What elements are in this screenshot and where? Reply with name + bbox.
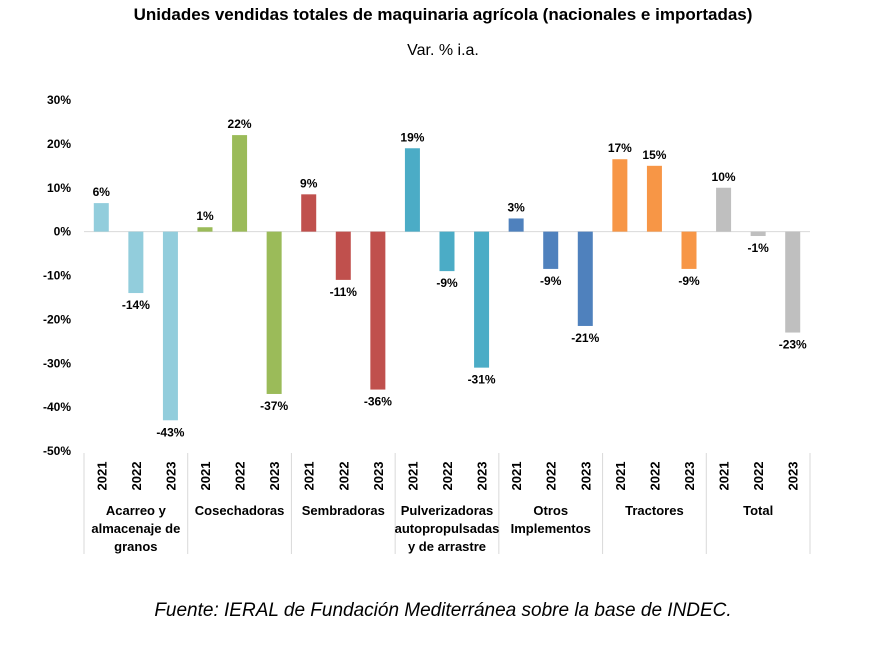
- year-tick-label: 2023: [267, 462, 282, 491]
- y-tick-label: 10%: [47, 181, 71, 195]
- category-label: Acarreo y: [106, 503, 167, 518]
- data-label: -1%: [747, 241, 769, 255]
- data-label: -9%: [540, 274, 562, 288]
- year-tick-label: 2022: [751, 462, 766, 491]
- data-label: 1%: [196, 209, 214, 223]
- bar: [162, 231, 178, 421]
- source-note: Fuente: IERAL de Fundación Mediterránea …: [154, 600, 732, 621]
- bar: [128, 231, 144, 294]
- bar: [577, 231, 593, 326]
- category-label: autopropulsadas: [395, 521, 500, 536]
- chart-subtitle: Var. % i.a.: [407, 42, 479, 59]
- bar: [681, 231, 697, 269]
- bar: [197, 227, 213, 232]
- y-tick-label: -50%: [43, 444, 71, 458]
- year-tick-label: 2023: [682, 462, 697, 491]
- y-tick-label: -40%: [43, 400, 71, 414]
- data-label: -23%: [779, 338, 807, 352]
- data-label: 10%: [712, 170, 736, 184]
- data-label: 22%: [228, 117, 252, 131]
- bar: [232, 135, 248, 232]
- data-label: 6%: [93, 185, 111, 199]
- bar: [301, 194, 317, 232]
- year-tick-label: 2021: [198, 462, 213, 491]
- bar: [93, 203, 109, 232]
- year-tick-label: 2022: [440, 462, 455, 491]
- data-label: 17%: [608, 141, 632, 155]
- data-label: 9%: [300, 176, 318, 190]
- year-tick-label: 2022: [647, 462, 662, 491]
- category-label: Implementos: [511, 521, 591, 536]
- data-label: -14%: [122, 298, 150, 312]
- bar: [716, 187, 732, 232]
- category-label: Tractores: [625, 503, 684, 518]
- y-tick-label: 0%: [54, 225, 72, 239]
- bar: [335, 231, 351, 280]
- year-tick-label: 2022: [233, 462, 248, 491]
- year-tick-label: 2021: [302, 462, 317, 491]
- year-tick-label: 2021: [509, 462, 524, 491]
- year-tick-label: 2023: [475, 462, 490, 491]
- year-tick-label: 2021: [717, 462, 732, 491]
- category-label: almacenaje de: [91, 521, 180, 536]
- category-label: Pulverizadoras: [401, 503, 494, 518]
- bar: [612, 159, 628, 232]
- bar: [543, 231, 559, 269]
- year-tick-label: 2022: [544, 462, 559, 491]
- year-tick-label: 2021: [613, 462, 628, 491]
- bar: [508, 218, 524, 232]
- data-label: -37%: [260, 399, 288, 413]
- y-tick-label: 30%: [47, 93, 71, 107]
- chart-title: Unidades vendidas totales de maquinaria …: [133, 5, 753, 24]
- data-label: -11%: [330, 285, 358, 299]
- bar-chart: 30% 20% 10% 0% -10% -20% -30% -40% -50% 6% 2021 -14…: [43, 93, 811, 554]
- data-label: -43%: [156, 425, 184, 439]
- y-tick-label: -10%: [43, 269, 71, 283]
- year-tick-label: 2022: [336, 462, 351, 491]
- year-tick-label: 2022: [129, 462, 144, 491]
- year-tick-label: 2023: [163, 462, 178, 491]
- bar: [404, 148, 420, 232]
- category-label: Cosechadoras: [195, 503, 285, 518]
- data-label: -9%: [436, 276, 458, 290]
- data-label: 3%: [507, 200, 525, 214]
- year-tick-label: 2023: [578, 462, 593, 491]
- year-tick-label: 2021: [94, 462, 109, 491]
- bar: [266, 231, 282, 394]
- bar: [785, 231, 801, 333]
- year-tick-label: 2021: [405, 462, 420, 491]
- data-label: -36%: [364, 395, 392, 409]
- y-tick-label: 20%: [47, 137, 71, 151]
- bar: [370, 231, 386, 390]
- y-tick-label: -20%: [43, 312, 71, 326]
- y-tick-label: -30%: [43, 356, 71, 370]
- bar: [474, 231, 490, 368]
- year-tick-label: 2023: [786, 462, 801, 491]
- bar: [439, 231, 455, 272]
- data-label: 19%: [400, 130, 424, 144]
- data-label: -9%: [678, 274, 700, 288]
- bar: [646, 165, 662, 232]
- year-tick-label: 2023: [371, 462, 386, 491]
- data-label: -21%: [571, 331, 599, 345]
- category-label: y de arrastre: [408, 539, 486, 554]
- category-label: Otros: [533, 503, 568, 518]
- category-label: Sembradoras: [302, 503, 385, 518]
- data-label: 15%: [642, 148, 666, 162]
- category-label: Total: [743, 503, 773, 518]
- bar: [750, 231, 766, 237]
- data-label: -31%: [468, 373, 496, 387]
- category-label: granos: [114, 539, 157, 554]
